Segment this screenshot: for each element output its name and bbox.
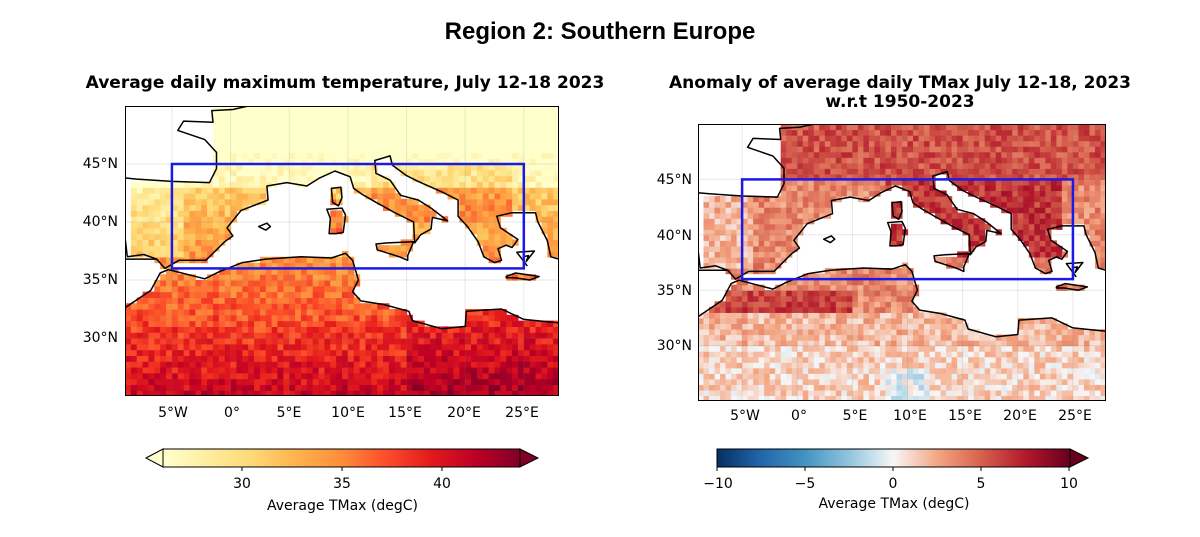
coastline-mallorca [822, 235, 836, 244]
coastline-mediterranean [698, 170, 1106, 338]
coastline-aegean-islands [516, 250, 536, 267]
left-lat-tick-30: 30°N [82, 330, 118, 346]
right-lat-tick-40: 40°N [656, 228, 692, 244]
left-panel-title: Average daily maximum temperature, July … [85, 73, 605, 93]
coastline-corsica [330, 186, 343, 207]
region-box [170, 162, 526, 270]
right-lon-tick-5e: 5°E [842, 408, 868, 424]
left-colorbar-label: Average TMax (degC) [267, 498, 418, 514]
left-lon-tick-5w: 5°W [158, 405, 188, 421]
coastline-sardinia [886, 220, 907, 247]
region-box [740, 178, 1075, 281]
left-lat-tick-45: 45°N [82, 156, 118, 172]
map-frame [125, 106, 559, 396]
coastline-iberia-south [125, 237, 157, 260]
right-lat-tick-30: 30°N [656, 338, 692, 354]
coastline-sicily [933, 252, 971, 273]
left-lon-tick-0: 0° [224, 405, 240, 421]
right-lon-tick-5w: 5°W [730, 408, 760, 424]
right-cbar-tick-10: 10 [1060, 476, 1078, 492]
coastline-corsica [891, 200, 903, 221]
left-lon-tick-5e: 5°E [276, 405, 302, 421]
left-lon-tick-10e: 10°E [331, 405, 365, 421]
right-anomaly-map [698, 124, 1106, 401]
left-cbar-tick-30: 30 [233, 476, 251, 492]
gridded-field [125, 106, 559, 396]
left-colorbar [145, 448, 540, 471]
left-lat-tick-40: 40°N [82, 214, 118, 230]
right-cbar-tick-minus5: −5 [794, 476, 816, 492]
coastline-sicily [375, 240, 415, 262]
right-lon-tick-0: 0° [791, 408, 807, 424]
right-lon-tick-15e: 15°E [948, 408, 982, 424]
coastline-aegean-islands [1065, 261, 1084, 278]
left-cbar-tick-40: 40 [433, 476, 451, 492]
coastline-mediterranean [125, 155, 559, 330]
left-temperature-map [125, 106, 559, 396]
left-lon-tick-15e: 15°E [388, 405, 422, 421]
gridded-field [698, 124, 1106, 401]
right-cbar-tick-0: 0 [888, 476, 898, 492]
right-lon-tick-25e: 25°E [1058, 408, 1092, 424]
coastline-iberia-south [698, 249, 729, 272]
right-cbar-tick-5: 5 [976, 476, 986, 492]
figure-title: Region 2: Southern Europe [444, 18, 756, 45]
coastline-crete [1055, 282, 1089, 291]
right-colorbar [716, 448, 1090, 471]
right-lat-tick-35: 35°N [656, 283, 692, 299]
left-lon-tick-20e: 20°E [447, 405, 481, 421]
coastline-crete [505, 272, 540, 281]
right-cbar-tick-minus10: −10 [703, 476, 733, 492]
coastline-mallorca [257, 222, 272, 231]
right-colorbar-label: Average TMax (degC) [818, 496, 970, 512]
left-cbar-tick-35: 35 [333, 476, 351, 492]
right-lon-tick-20e: 20°E [1003, 408, 1037, 424]
left-lon-tick-25e: 25°E [505, 405, 539, 421]
right-panel-title: Anomaly of average daily TMax July 12-18… [669, 73, 1131, 112]
coastline-sardinia [326, 207, 347, 235]
right-lon-tick-10e: 10°E [893, 408, 927, 424]
right-lat-tick-45: 45°N [656, 172, 692, 188]
map-frame [698, 124, 1106, 401]
left-lat-tick-35: 35°N [82, 272, 118, 288]
